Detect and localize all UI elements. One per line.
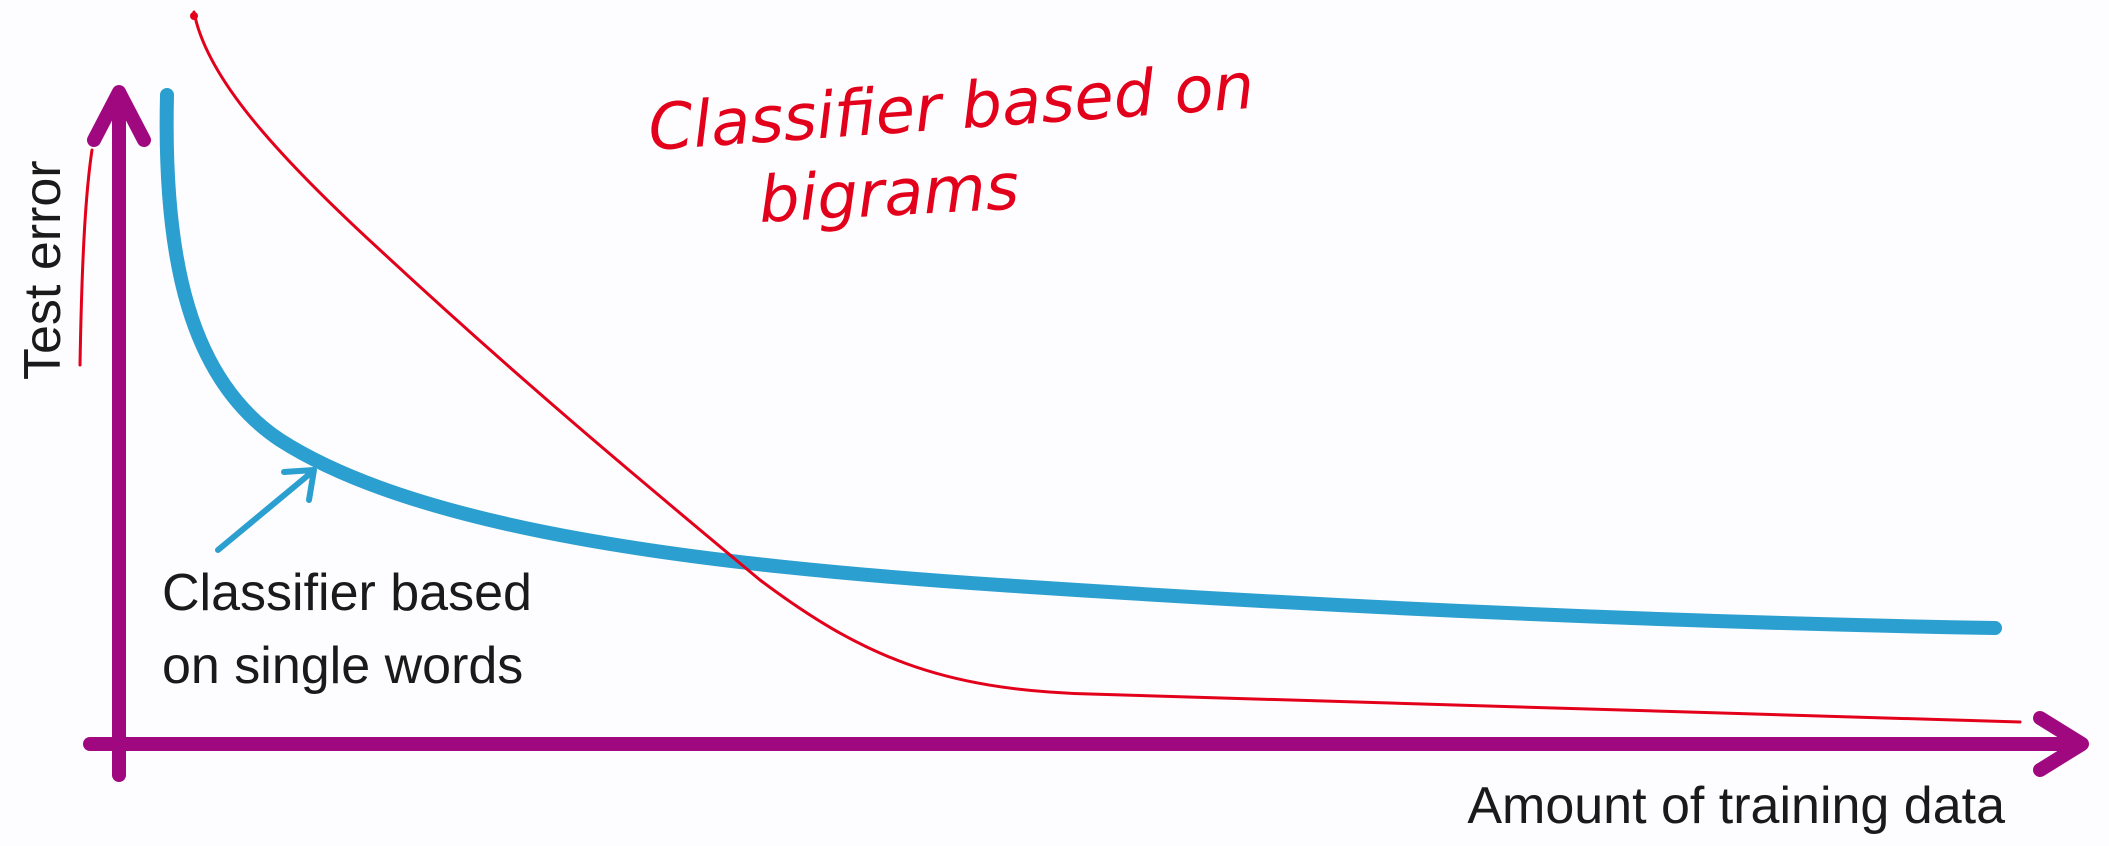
y-axis-arrowhead	[87, 85, 151, 147]
bigrams-label-line1: Classifier based on	[646, 50, 1256, 166]
single-words-label-line2: on single words	[162, 637, 523, 695]
x-axis-arrowhead	[2033, 711, 2089, 777]
y-axis	[87, 85, 151, 782]
x-axis-label: Amount of training data	[1467, 777, 2005, 835]
bigrams-label-line2: bigrams	[757, 150, 1021, 238]
y-label-hand-mark	[78, 148, 94, 367]
bigrams-curve-start-dot	[190, 12, 198, 20]
single-words-label-line1: Classifier based	[162, 564, 532, 622]
x-axis	[83, 711, 2089, 777]
y-axis-label: Test error	[14, 160, 72, 380]
single-words-curve	[159, 88, 2002, 635]
single-words-pointer-arrow	[215, 467, 317, 553]
